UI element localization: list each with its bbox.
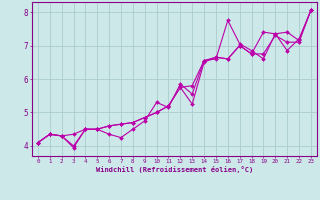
X-axis label: Windchill (Refroidissement éolien,°C): Windchill (Refroidissement éolien,°C) [96,166,253,173]
